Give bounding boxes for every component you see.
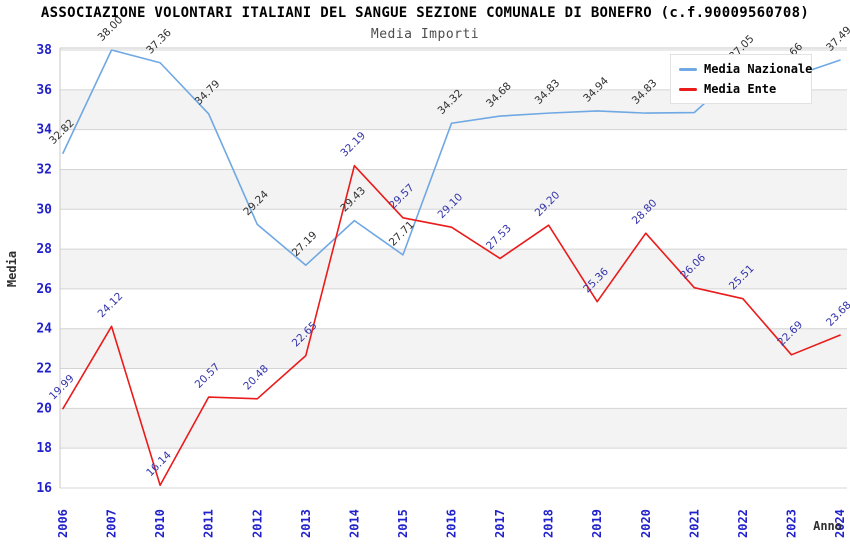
y-tick-label: 24 [36, 322, 52, 337]
y-tick-label: 22 [36, 362, 52, 377]
data-point-label: 37.49 [824, 24, 850, 54]
x-tick-label: 2015 [396, 509, 410, 538]
x-tick-label: 2016 [445, 509, 459, 538]
x-axis-title: Anno [813, 519, 842, 533]
x-tick-label: 2010 [153, 509, 167, 538]
legend-swatch-blue-line-icon [679, 67, 697, 71]
grid-band [60, 328, 847, 369]
x-tick-label: 2011 [202, 509, 216, 538]
data-point-label: 27.71 [387, 219, 417, 249]
grid-band [60, 249, 847, 289]
data-point-label: 32.19 [338, 130, 368, 160]
x-tick-label: 2018 [542, 509, 556, 538]
x-tick-label: 2019 [590, 509, 604, 538]
data-point-label: 37.36 [144, 27, 174, 57]
x-tick-label: 2024 [833, 509, 847, 538]
chart-title: ASSOCIAZIONE VOLONTARI ITALIANI DEL SANG… [40, 5, 810, 21]
legend-swatch-red-line-icon [679, 87, 697, 91]
x-tick-label: 2006 [56, 509, 70, 538]
data-point-label: 23.68 [824, 299, 850, 329]
data-point-label: 38.00 [96, 14, 126, 44]
x-tick-label: 2021 [687, 509, 701, 538]
x-tick-label: 2017 [493, 509, 507, 538]
x-tick-label: 2020 [639, 509, 653, 538]
data-point-label: 24.12 [96, 290, 126, 320]
x-tick-label: 2014 [347, 509, 361, 538]
y-tick-label: 30 [36, 202, 52, 217]
grid-band [60, 408, 847, 449]
y-tick-label: 34 [36, 123, 52, 138]
legend-item-media-nazionale[interactable]: Media Nazionale [679, 59, 813, 79]
y-tick-label: 16 [36, 481, 52, 496]
y-tick-label: 28 [36, 242, 52, 257]
y-tick-label: 26 [36, 282, 52, 297]
data-point-label: 19.99 [47, 373, 77, 403]
legend-item-media-ente[interactable]: Media Ente [679, 79, 811, 99]
legend-label: Media Ente [704, 82, 777, 96]
data-point-label: 27.53 [484, 222, 514, 252]
legend: Media Nazionale Media Ente [670, 54, 812, 104]
x-tick-label: 2013 [299, 509, 313, 538]
y-tick-label: 18 [36, 441, 52, 456]
x-tick-label: 2023 [784, 509, 798, 538]
x-tick-label: 2007 [105, 509, 119, 538]
chart-subtitle: Media Importi [370, 27, 480, 42]
x-tick-label: 2022 [736, 509, 750, 538]
y-tick-label: 36 [36, 83, 52, 98]
y-axis-title: Media [5, 251, 19, 287]
data-point-label: 16.14 [144, 449, 174, 479]
series-line-media-ente [62, 164, 841, 487]
y-tick-label: 38 [36, 43, 52, 58]
grid-band [60, 169, 847, 210]
y-tick-label: 32 [36, 162, 52, 177]
legend-label: Media Nazionale [704, 62, 813, 76]
x-tick-label: 2012 [250, 509, 264, 538]
y-tick-label: 20 [36, 401, 52, 416]
